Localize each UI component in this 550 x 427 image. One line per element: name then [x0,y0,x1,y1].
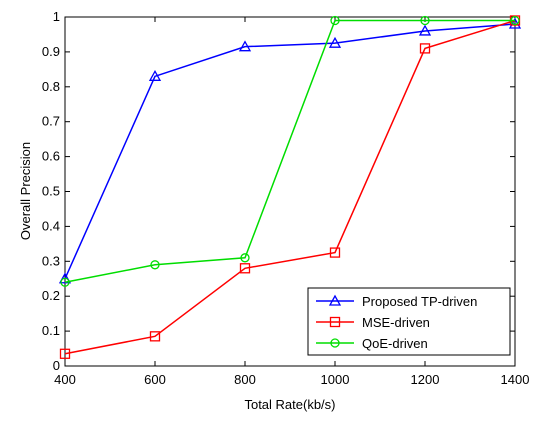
data-point [149,331,161,342]
y-tick-label: 0 [53,358,60,373]
data-point [238,40,252,52]
data-point [328,36,342,48]
y-tick-label: 0.2 [42,288,60,303]
data-point [329,247,341,258]
y-tick-label: 1 [53,9,60,24]
data-point [59,348,71,359]
series-2 [60,15,520,287]
legend-label: Proposed TP-driven [362,294,477,309]
legend: Proposed TP-driven MSE-driven QoE-driven [307,287,511,356]
x-tick-label: 600 [144,372,166,387]
y-tick-label: 0.7 [42,114,60,129]
data-point [150,260,160,270]
legend-label: QoE-driven [362,336,428,351]
data-point [239,263,251,274]
y-tick-label: 0.9 [42,44,60,59]
x-tick-label: 1400 [501,372,530,387]
y-tick-label: 0.6 [42,149,60,164]
legend-marker [330,338,340,348]
legend-item: MSE-driven [316,315,430,330]
series-line [64,19,516,355]
y-tick-label: 0.1 [42,323,60,338]
data-point [418,24,432,36]
x-axis-title: Total Rate(kb/s) [244,397,335,412]
y-tick-label: 0.3 [42,253,60,268]
y-axis-title: Overall Precision [18,142,33,240]
data-point [148,69,162,81]
data-point [58,272,72,284]
axis-ticks: 400 600 800 1000 1200 1400 0 0.1 0.2 0.3 0.4 0.5 0.6… [42,9,530,387]
data-point [330,15,340,26]
x-tick-label: 1200 [411,372,440,387]
x-tick-label: 400 [54,372,76,387]
data-point [510,15,520,26]
legend-item: QoE-driven [316,336,428,351]
series-line [64,19,515,283]
series-line [64,23,516,280]
y-tick-label: 0.5 [42,184,60,199]
legend-item: Proposed TP-driven [316,294,477,309]
data-point [420,15,430,26]
data-point [240,253,250,263]
y-tick-label: 0.4 [42,218,60,233]
x-tick-label: 800 [234,372,256,387]
y-tick-label: 0.8 [42,79,60,94]
data-point [60,277,70,287]
data-point [419,43,431,54]
legend-marker [328,294,342,306]
legend-marker [329,316,341,328]
series-layer [58,15,522,359]
x-tick-label: 1000 [321,372,350,387]
legend-label: MSE-driven [362,315,430,330]
